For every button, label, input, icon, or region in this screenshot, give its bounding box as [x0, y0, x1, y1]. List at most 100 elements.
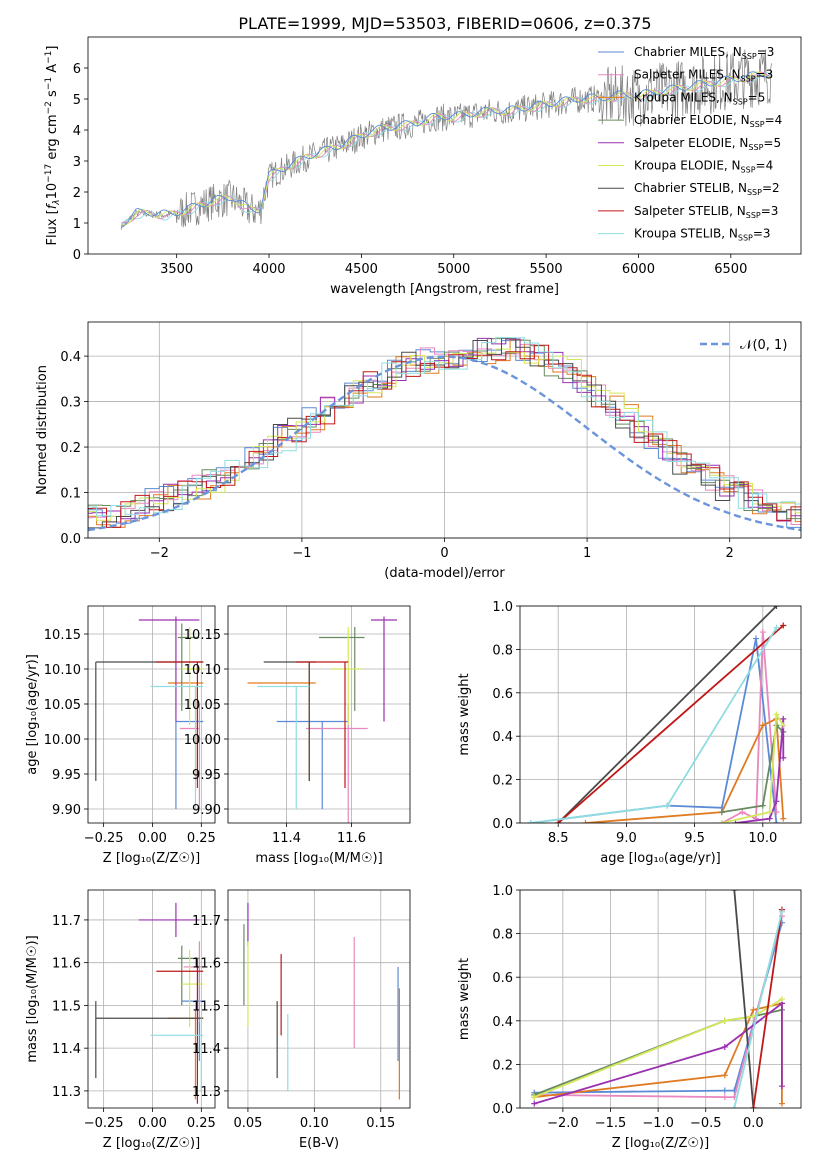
y-tick-label: 11.5 [192, 999, 221, 1014]
x-tick-label: 0.15 [366, 1116, 395, 1131]
y-tick-label: 11.3 [52, 1085, 81, 1100]
legend-sub: SSP [750, 120, 765, 129]
y-tick-label: 10.05 [184, 698, 221, 713]
y-tick-label: 5 [73, 93, 81, 108]
x-axis-label: (data-model)/error [384, 566, 505, 581]
legend-name: Kroupa ELODIE, N [634, 159, 741, 173]
axes-age_vs_Z: −0.25 0.00 0.25 9.90 9.95 10.00 10.05 10.10 10.1… [25, 606, 216, 866]
mass-weight-marker [780, 722, 787, 729]
mass_weight_vs_age-frame [519, 605, 802, 824]
legend-name: Salpeter ELODIE, N [634, 136, 748, 150]
y-tick-label: 1 [73, 217, 81, 232]
mass_vs_ebv-plot [243, 902, 400, 1100]
x-tick-label: 11.6 [337, 831, 366, 846]
ylabel-part: −1 [44, 51, 54, 64]
y-tick-label: 0.0 [60, 532, 81, 547]
y-tick-label: 0 [73, 248, 81, 263]
ylabel-part: −2 [44, 101, 54, 114]
age_vs_mass-frame [227, 605, 411, 824]
legend-sub: SSP [748, 143, 763, 152]
x-tick-label: −1 [292, 546, 311, 561]
legend-n: =5 [763, 136, 781, 150]
histogram-steps [88, 348, 801, 521]
y-tick-label: 10.15 [44, 628, 81, 643]
x-axis-label: Z [log₁₀(Z/Z☉)] [612, 1136, 709, 1151]
y-tick-label: 0.6 [492, 971, 513, 986]
y-tick-label: 0.3 [60, 396, 81, 411]
figure-title: PLATE=1999, MJD=53503, FIBERID=0606, z=0… [238, 14, 651, 33]
mass-weight-line [557, 624, 784, 823]
y-tick-label: 9.90 [52, 803, 81, 818]
y-axis-label: age [log₁₀(age/yr)] [25, 654, 40, 775]
mass-weight-marker [731, 1105, 738, 1108]
axes-mass_vs_Z: −0.25 0.00 0.25 11.3 11.4 11.5 11.6 11.7 Z [log₁… [25, 890, 216, 1151]
x-tick-label: 0.00 [138, 831, 167, 846]
legend-n: =3 [757, 45, 775, 59]
ylabel-part: A [45, 64, 60, 77]
mass-weight-marker [721, 1017, 728, 1024]
mass_vs_Z-frame [87, 889, 216, 1109]
y-axis-label: mass [log₁₀(M/M☉)] [25, 935, 40, 1062]
spectrum-data-line [120, 49, 772, 230]
mass-weight-marker [721, 1094, 728, 1101]
x-tick-label: 0.0 [743, 1116, 764, 1131]
mass-weight-marker [531, 1094, 538, 1101]
mass-weight-line [733, 911, 783, 1108]
mass-weight-marker [780, 815, 787, 822]
mass_vs_Z-plot [95, 902, 204, 1104]
gaussian-curve [88, 355, 801, 532]
mass-weight-line [530, 638, 778, 823]
axes-mass_vs_ebv: 0.05 0.10 0.15 11.3 11.4 11.5 11.6 11.7 E(B-V) [192, 890, 410, 1151]
legend-entry: Chabrier ELODIE, NSSP=4 [634, 113, 782, 129]
legend-entry: 𝒩(0, 1) [740, 338, 787, 353]
y-tick-label: 11.6 [52, 957, 81, 972]
mass-weight-marker [721, 1072, 728, 1079]
y-tick-label: 0.8 [492, 643, 513, 658]
y-tick-label: 10.00 [184, 733, 221, 748]
ylabel-part: s [45, 90, 60, 101]
mass-weight-marker [750, 1105, 757, 1108]
y-tick-label: 1.0 [492, 884, 513, 899]
mass-weight-marker [555, 820, 562, 823]
mass-weight-marker [773, 820, 780, 823]
y-tick-label: 0.8 [492, 928, 513, 943]
mass-weight-marker [759, 802, 766, 809]
x-tick-label: 5000 [437, 262, 470, 277]
x-tick-label: 1 [583, 546, 591, 561]
y-tick-label: 11.4 [192, 1042, 221, 1057]
mass-weight-line [721, 711, 785, 823]
x-axis-label: mass [log₁₀(M/M☉)] [255, 851, 382, 866]
ylabel-part: λ [52, 199, 62, 205]
legend-name: Salpeter STELIB, N [634, 204, 746, 218]
mass-weight-marker [778, 1083, 785, 1090]
y-tick-label: 10.00 [44, 733, 81, 748]
legend-name: Kroupa STELIB, N [634, 227, 738, 241]
x-tick-label: 0.00 [138, 1116, 167, 1131]
ylabel-part: −1 [44, 77, 54, 90]
legend-n: =3 [756, 68, 774, 82]
x-tick-label: 0.25 [187, 1116, 216, 1131]
x-tick-label: −2.0 [547, 1116, 579, 1131]
y-tick-label: 0.0 [492, 817, 513, 832]
ylabel-part: ] [45, 46, 60, 51]
age_vs_mass-plot [247, 616, 397, 823]
x-tick-label: −1.5 [595, 1116, 627, 1131]
legend-sub: SSP [746, 211, 761, 220]
spectrum-y-axis-label: Flux [fλ10−17 erg cm−2 s−1 A−1] [44, 46, 62, 246]
legend-name: Chabrier STELIB, N [634, 181, 747, 195]
mass-weight-marker [778, 908, 785, 915]
mass-weight-marker [773, 711, 780, 718]
mass_weight_vs_age-plot [527, 606, 787, 823]
ylabel-part: 10 [45, 183, 60, 200]
mass_vs_ebv-frame [227, 889, 411, 1109]
y-tick-label: 10.15 [184, 628, 221, 643]
axes-age_vs_mass: 11.4 11.6 9.90 9.95 10.00 10.05 10.10 10.15 mass… [184, 606, 410, 866]
x-tick-label: 10.0 [748, 831, 777, 846]
histogram-steps [88, 338, 801, 520]
mass-weight-marker [527, 820, 534, 823]
mass-weight-marker [780, 754, 787, 761]
x-axis-label: age [log₁₀(age/yr)] [600, 851, 721, 866]
spectrum-model-line [121, 71, 772, 224]
legend-entry: Kroupa MILES, NSSP=5 [634, 90, 765, 106]
